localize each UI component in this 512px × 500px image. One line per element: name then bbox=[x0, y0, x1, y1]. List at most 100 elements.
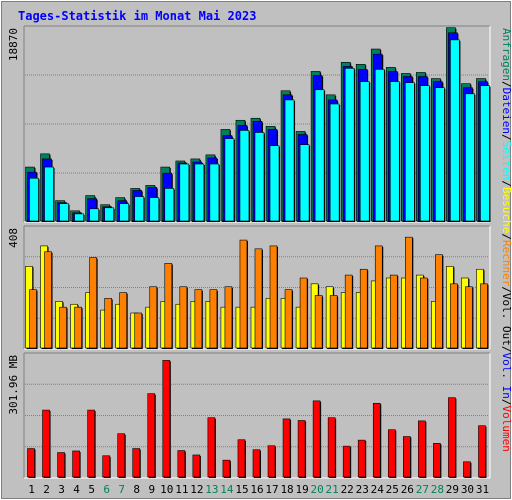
x-tick-label: 29 bbox=[446, 483, 459, 496]
bar-volumen-2 bbox=[42, 409, 50, 478]
bar-volumen-21 bbox=[327, 417, 336, 478]
y-max-label: 408 bbox=[7, 228, 20, 248]
bar-volumen-12 bbox=[192, 454, 201, 478]
bar-rechner-21 bbox=[329, 295, 338, 349]
bar-rechner-17 bbox=[269, 245, 278, 349]
bar-seiten-8 bbox=[134, 196, 145, 222]
bar-rechner-16 bbox=[254, 248, 263, 349]
bar-rechner-18 bbox=[284, 289, 293, 349]
x-tick-label: 5 bbox=[88, 483, 95, 496]
bar-rechner-8 bbox=[134, 312, 143, 349]
x-tick-label: 15 bbox=[235, 483, 248, 496]
bar-volumen-11 bbox=[177, 450, 186, 478]
legend-entry: Anfragen bbox=[500, 28, 512, 81]
x-tick-label: 30 bbox=[461, 483, 474, 496]
bar-volumen-3 bbox=[57, 452, 65, 478]
x-axis: 1 2 3 4 5 6 7 8 9 10 11 12 13 14 15 16 17 18 19 20 21 22 23 24 2… bbox=[28, 483, 489, 496]
chart-title: Tages-Statistik im Monat Mai 2023 bbox=[18, 9, 256, 23]
legend-entry: / bbox=[500, 180, 512, 187]
bar-rechner-14 bbox=[224, 286, 233, 349]
bar-volumen-24 bbox=[372, 402, 381, 478]
x-tick-label: 12 bbox=[190, 483, 203, 496]
bar-rechner-25 bbox=[389, 274, 398, 349]
x-tick-label: 10 bbox=[160, 483, 173, 496]
y-max-label: 18870 bbox=[7, 28, 20, 61]
bar-seiten-22 bbox=[344, 68, 355, 222]
bar-seiten-6 bbox=[104, 207, 114, 222]
bar-volumen-8 bbox=[132, 448, 141, 478]
x-tick-label: 28 bbox=[431, 483, 444, 496]
x-tick-label: 14 bbox=[220, 483, 234, 496]
bar-seiten-26 bbox=[405, 82, 415, 222]
bar-rechner-19 bbox=[299, 277, 308, 349]
bar-rechner-11 bbox=[179, 286, 188, 349]
bar-rechner-29 bbox=[450, 283, 458, 349]
legend-entry: Dateien bbox=[500, 88, 512, 134]
bar-rechner-7 bbox=[119, 292, 127, 349]
x-tick-label: 19 bbox=[295, 483, 308, 496]
x-tick-label: 2 bbox=[43, 483, 50, 496]
bar-seiten-25 bbox=[389, 81, 400, 222]
bar-rechner-30 bbox=[465, 286, 473, 349]
bar-volumen-30 bbox=[463, 461, 471, 478]
bar-rechner-23 bbox=[359, 268, 368, 349]
x-tick-label: 8 bbox=[133, 483, 140, 496]
bar-rechner-31 bbox=[480, 283, 488, 349]
x-tick-label: 16 bbox=[250, 483, 263, 496]
legend-entry: Besuche bbox=[500, 187, 512, 233]
bar-volumen-20 bbox=[312, 400, 321, 478]
bar-volumen-15 bbox=[237, 439, 246, 478]
bar-rechner-2 bbox=[44, 251, 52, 349]
bar-volumen-17 bbox=[267, 445, 276, 478]
x-tick-label: 21 bbox=[326, 483, 339, 496]
bar-rechner-12 bbox=[194, 289, 203, 349]
bar-volumen-13 bbox=[207, 417, 216, 478]
bar-volumen-14 bbox=[222, 459, 231, 478]
bar-rechner-6 bbox=[104, 298, 112, 349]
x-tick-label: 9 bbox=[148, 483, 155, 496]
bar-seiten-9 bbox=[149, 197, 160, 222]
bar-volumen-7 bbox=[117, 433, 125, 478]
bar-seiten-13 bbox=[209, 163, 220, 222]
bar-volumen-10 bbox=[162, 360, 171, 478]
panel-middle: 408 bbox=[7, 225, 491, 350]
bar-seiten-19 bbox=[299, 144, 310, 222]
bar-seiten-29 bbox=[450, 39, 460, 222]
legend-entry: / bbox=[500, 233, 512, 240]
bar-seiten-21 bbox=[329, 103, 340, 222]
x-tick-label: 11 bbox=[175, 483, 188, 496]
bar-volumen-29 bbox=[448, 397, 456, 478]
bar-seiten-15 bbox=[239, 130, 250, 222]
x-tick-label: 31 bbox=[476, 483, 489, 496]
bar-seiten-2 bbox=[44, 166, 54, 222]
bar-seiten-27 bbox=[420, 85, 430, 222]
bar-seiten-11 bbox=[179, 163, 190, 222]
x-tick-label: 18 bbox=[280, 483, 293, 496]
bar-rechner-26 bbox=[405, 236, 413, 349]
legend-entry: Volumen bbox=[500, 406, 512, 452]
x-tick-label: 23 bbox=[356, 483, 369, 496]
bar-seiten-10 bbox=[164, 188, 175, 222]
x-tick-label: 7 bbox=[118, 483, 125, 496]
bar-seiten-16 bbox=[254, 132, 265, 222]
bar-rechner-9 bbox=[149, 286, 158, 349]
bar-seiten-18 bbox=[284, 99, 295, 222]
panel-top: 18870 bbox=[7, 25, 491, 223]
bar-volumen-28 bbox=[433, 443, 441, 478]
bar-volumen-22 bbox=[342, 445, 351, 478]
x-tick-label: 24 bbox=[371, 483, 385, 496]
bar-volumen-25 bbox=[387, 429, 396, 478]
bar-volumen-9 bbox=[147, 393, 156, 478]
bar-seiten-3 bbox=[59, 203, 69, 222]
x-tick-label: 27 bbox=[416, 483, 429, 496]
bar-rechner-1 bbox=[29, 289, 37, 349]
bar-seiten-12 bbox=[194, 163, 205, 222]
x-tick-label: 6 bbox=[103, 483, 110, 496]
bar-seiten-24 bbox=[374, 69, 385, 222]
legend-entry: / bbox=[500, 134, 512, 141]
bar-seiten-23 bbox=[359, 81, 370, 222]
bar-seiten-31 bbox=[480, 85, 490, 222]
x-tick-label: 25 bbox=[386, 483, 399, 496]
